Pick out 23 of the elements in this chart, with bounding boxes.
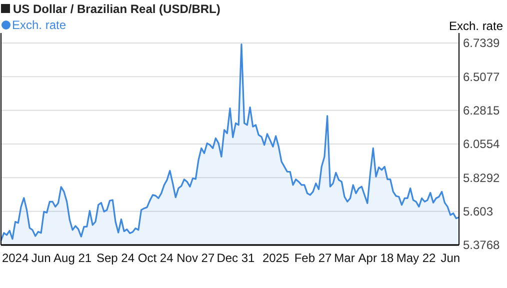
x-tick-label: Jun [31, 251, 51, 265]
y-tick-label: 6.0554 [463, 137, 500, 152]
x-tick-label: Mar [334, 251, 355, 265]
y-tick-label: 6.7339 [463, 36, 500, 50]
x-tick-label: Aug 21 [54, 251, 92, 265]
x-tick-label: 2024 [2, 251, 29, 265]
y-tick-label: 5.3768 [463, 238, 500, 252]
x-tick-label: Jun [440, 251, 460, 265]
x-tick-label: Feb 27 [294, 251, 332, 265]
x-tick-label: Sep 24 [96, 251, 135, 265]
chart-title: US Dollar / Brazilian Real (USD/BRL) [13, 2, 220, 16]
x-tick-label: Oct 24 [138, 251, 174, 265]
x-tick-label: May 22 [396, 251, 436, 265]
y-tick-label: 5.8292 [463, 170, 500, 185]
y-axis-title: Exch. rate [448, 19, 504, 33]
y-tick-label: 5.603 [463, 204, 494, 219]
x-tick-label: Apr 18 [358, 251, 394, 265]
legend-label: Exch. rate [12, 18, 66, 32]
y-tick-label: 6.5077 [463, 70, 500, 84]
y-tick-label: 6.2815 [463, 104, 500, 118]
x-tick-label: 2025 [262, 251, 290, 265]
x-tick-label: Dec 31 [216, 251, 256, 265]
x-tick-label: Nov 27 [176, 251, 215, 265]
